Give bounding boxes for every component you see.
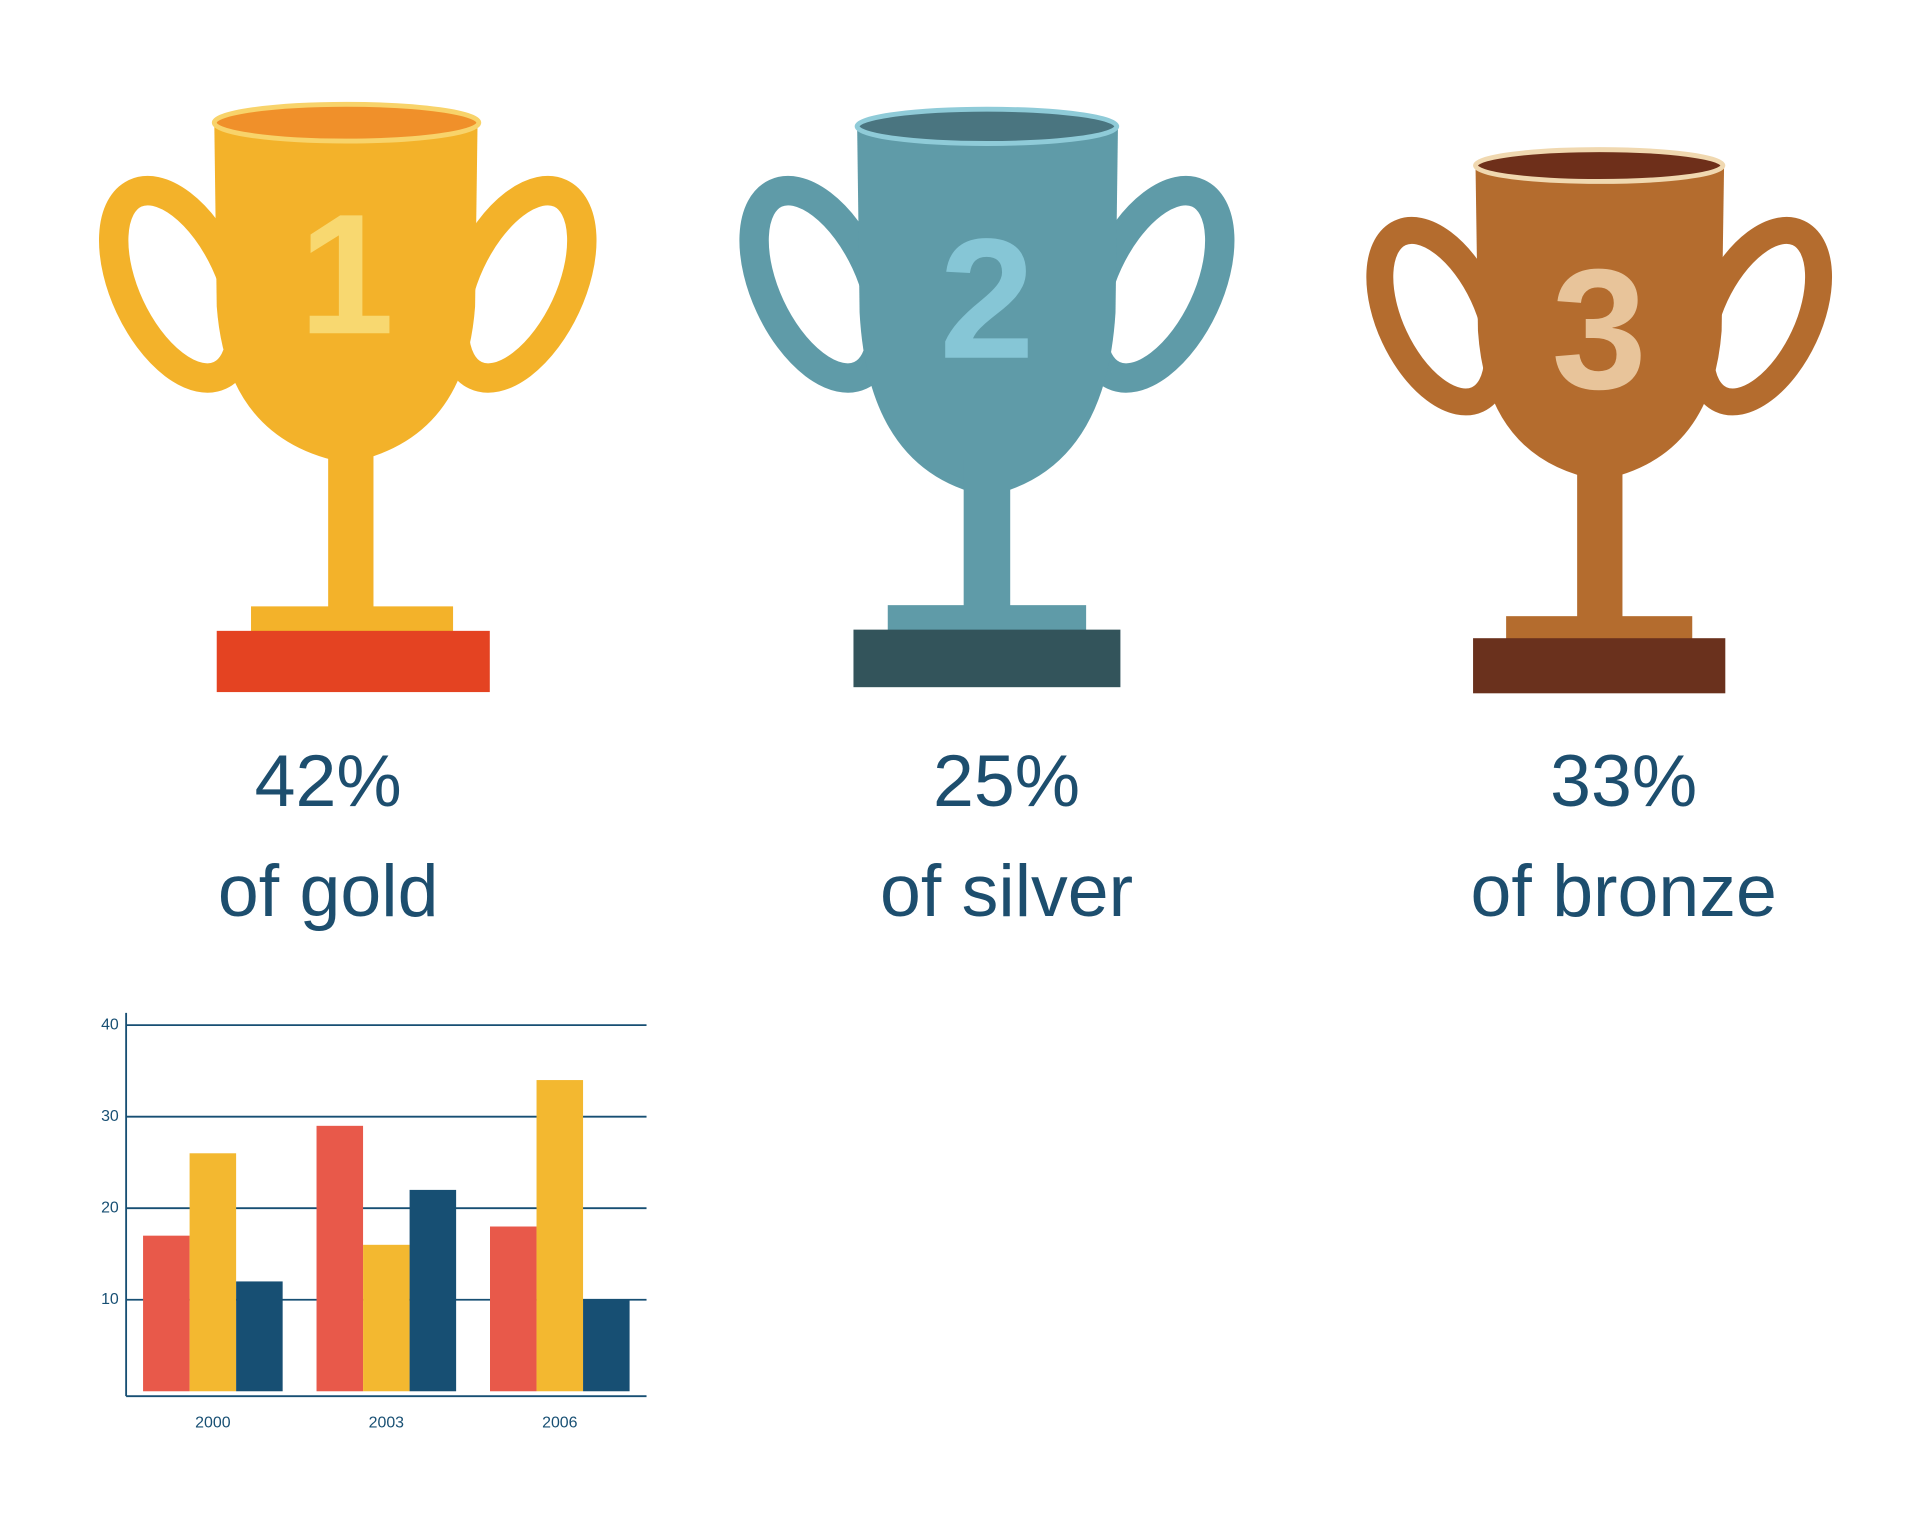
silver-trophy: 2 25% of silver xyxy=(739,106,1235,932)
base xyxy=(853,629,1121,688)
bronze-trophy: 3 33% of bronze xyxy=(1366,147,1833,932)
rim xyxy=(854,106,1120,146)
y-tick-label: 20 xyxy=(101,1199,119,1216)
x-tick-label: 2000 xyxy=(195,1414,231,1431)
base xyxy=(216,630,490,693)
rim xyxy=(1473,147,1726,184)
bar-chart: 10 20 30 40 2000 2003 2006 xyxy=(101,1012,647,1431)
rank: 2 xyxy=(939,204,1034,395)
caption: of gold xyxy=(218,849,439,932)
y-tick-label: 40 xyxy=(101,1016,119,1033)
bar xyxy=(316,1125,364,1392)
base-top xyxy=(1506,616,1693,641)
bar xyxy=(143,1235,190,1392)
bar xyxy=(409,1189,457,1392)
y-tick-label: 30 xyxy=(101,1108,119,1125)
rim xyxy=(211,101,482,144)
bar xyxy=(363,1244,410,1392)
cup xyxy=(214,122,478,464)
base-top xyxy=(887,605,1087,631)
rank: 1 xyxy=(299,179,394,370)
cup xyxy=(1475,165,1725,481)
gold-trophy: 1 42% of gold xyxy=(98,101,597,932)
bar xyxy=(236,1281,283,1392)
stem xyxy=(328,453,374,613)
percent: 42% xyxy=(255,739,402,822)
base-top xyxy=(251,606,454,634)
cup xyxy=(857,126,1118,497)
caption: of silver xyxy=(880,849,1133,932)
bar xyxy=(583,1299,630,1392)
stem xyxy=(963,459,1011,609)
caption: of bronze xyxy=(1471,849,1777,932)
percent: 25% xyxy=(933,739,1080,822)
x-tick-label: 2006 xyxy=(542,1414,578,1431)
base xyxy=(1473,638,1726,694)
rank: 3 xyxy=(1552,234,1647,425)
y-tick-label: 10 xyxy=(101,1291,119,1308)
bar xyxy=(490,1226,537,1392)
bar xyxy=(189,1153,237,1392)
percent: 33% xyxy=(1550,739,1697,822)
bar xyxy=(536,1080,584,1392)
x-tick-label: 2003 xyxy=(369,1414,405,1431)
stem xyxy=(1577,471,1623,619)
